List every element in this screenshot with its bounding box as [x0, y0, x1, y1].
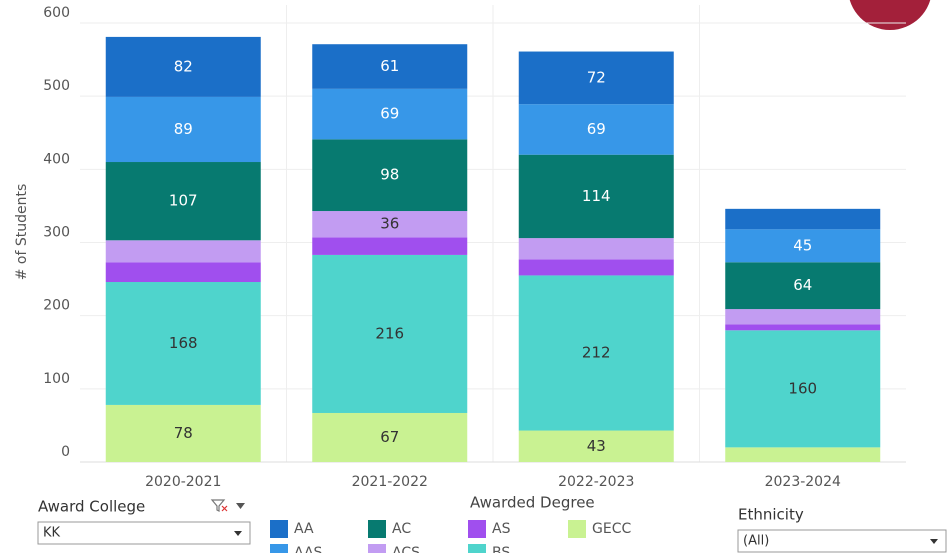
segment-label: 216 [375, 324, 404, 342]
segment-label: 36 [380, 215, 399, 233]
legend-swatch[interactable] [270, 544, 288, 553]
segment-label: 160 [788, 379, 817, 397]
dropdown-arrow[interactable] [930, 539, 938, 544]
bar-segment [518, 104, 674, 155]
legend-title: Awarded Degree [470, 494, 595, 512]
bar-segment [312, 44, 468, 89]
y-tick-label: 500 [43, 78, 70, 94]
legend-label[interactable]: AAS [294, 545, 323, 553]
legend-label[interactable]: ACS [392, 545, 420, 553]
segment-label: 61 [380, 57, 399, 75]
legend-swatch[interactable] [368, 544, 386, 553]
legend-swatch[interactable] [568, 520, 586, 538]
bar-segment [312, 254, 468, 413]
filter-dropdown[interactable] [737, 529, 947, 553]
x-tick-label: 2023-2024 [765, 474, 841, 490]
y-tick-label: 0 [61, 444, 70, 460]
filter-value[interactable]: (All) [743, 534, 769, 549]
bar-segment [105, 240, 261, 263]
bar-segment [725, 229, 881, 263]
bar-segment [312, 211, 468, 238]
segment-label: 67 [380, 428, 399, 446]
bar-segment [105, 36, 261, 97]
bar-segment [518, 238, 674, 260]
bar-segment [105, 404, 261, 462]
segment-label: 69 [380, 105, 399, 123]
segment-label: 212 [582, 343, 611, 361]
x-tick-label: 2021-2022 [352, 474, 428, 490]
segment-label: 64 [793, 276, 812, 294]
bar-segment [725, 208, 881, 230]
y-tick-label: 300 [43, 225, 70, 241]
segment-label: 114 [582, 187, 611, 205]
y-tick-label: 600 [43, 5, 70, 21]
bar-segment [725, 324, 881, 331]
segment-label: 72 [587, 68, 606, 86]
filter-dropdown[interactable] [37, 521, 251, 545]
bar-segment [518, 154, 674, 239]
segment-label: 45 [793, 236, 812, 254]
segment-label: 82 [174, 57, 193, 75]
y-tick-label: 200 [43, 298, 70, 314]
legend-label[interactable]: BS [492, 545, 510, 553]
filter-label: Ethnicity [738, 506, 804, 524]
legend-label[interactable]: AC [392, 521, 411, 537]
bar-segment [518, 430, 674, 462]
bar-segment [105, 282, 261, 405]
legend-swatch[interactable] [468, 520, 486, 538]
bar-segment [518, 259, 674, 276]
x-tick-label: 2022-2023 [558, 474, 634, 490]
y-tick-label: 100 [43, 371, 70, 387]
bar-segment [725, 262, 881, 310]
bar-segment [312, 237, 468, 255]
bar-segment [725, 309, 881, 325]
legend-label[interactable]: AA [294, 521, 314, 537]
segment-label: 69 [587, 120, 606, 138]
segment-label: 43 [587, 437, 606, 455]
bar-segment [105, 96, 261, 163]
dropdown-arrow[interactable] [234, 531, 242, 536]
logo [849, 0, 931, 30]
filter-label: Award College [38, 498, 145, 516]
legend-swatch[interactable] [468, 544, 486, 553]
bar-segment [312, 139, 468, 212]
bar-segment [105, 162, 261, 241]
legend-swatch[interactable] [270, 520, 288, 538]
y-tick-label: 400 [43, 151, 70, 167]
segment-label: 78 [174, 424, 193, 442]
bar-segment [518, 275, 674, 431]
segment-label: 89 [174, 120, 193, 138]
segment-label: 168 [169, 334, 198, 352]
segment-label: 98 [380, 166, 399, 184]
bar-segment [312, 88, 468, 140]
bar-segment [518, 51, 674, 105]
filter-icon[interactable] [210, 499, 245, 512]
legend-label[interactable]: GECC [592, 521, 631, 537]
bar-segment [105, 262, 261, 283]
y-axis-title: # of Students [14, 184, 30, 281]
bar-segment [725, 447, 881, 462]
x-tick-label: 2020-2021 [145, 474, 221, 490]
segment-label: 107 [169, 192, 198, 210]
filter-value[interactable]: KK [43, 526, 61, 541]
bar-segment [725, 330, 881, 448]
legend-label[interactable]: AS [492, 521, 511, 537]
legend-swatch[interactable] [368, 520, 386, 538]
bar-segment [312, 412, 468, 462]
